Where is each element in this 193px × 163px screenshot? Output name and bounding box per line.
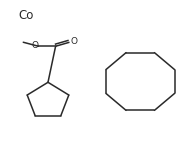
Text: O: O — [32, 41, 39, 50]
Text: Co: Co — [18, 9, 34, 22]
Text: O: O — [70, 37, 77, 46]
